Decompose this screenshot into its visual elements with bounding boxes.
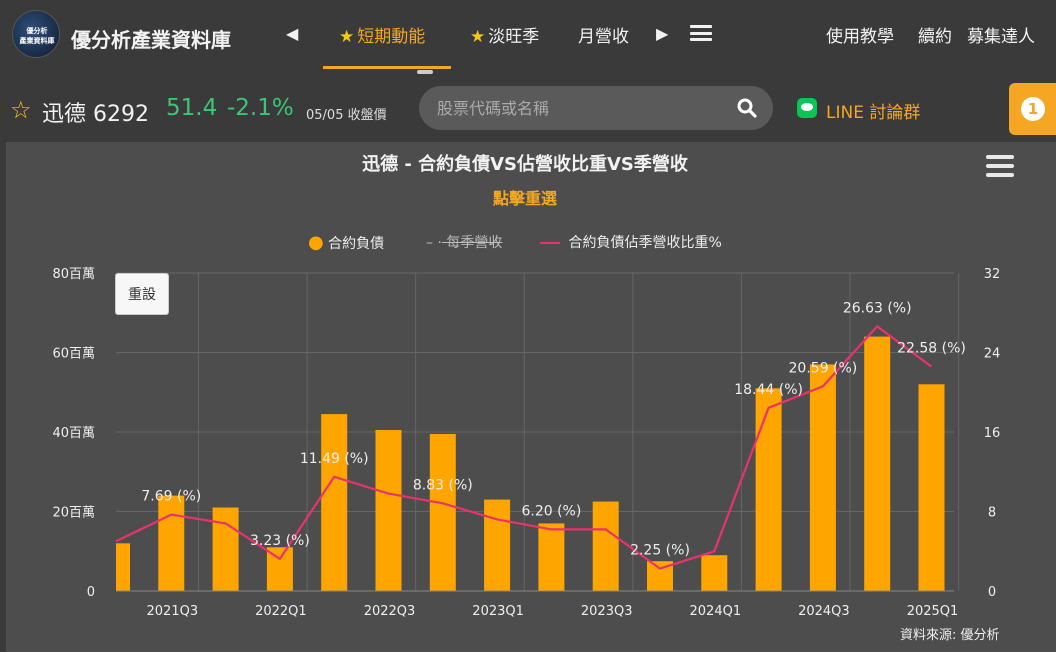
ratio-series-line: [115, 325, 933, 570]
stock-info-bar: ☆ 迅德 6292 51.4 -2.1% 05/05 收盤價 LINE 討論群 …: [0, 80, 1056, 140]
bar: [484, 499, 511, 591]
recruit-link[interactable]: 募集達人: [967, 27, 1035, 47]
data-label: 7.69 (%): [141, 489, 201, 505]
legend-label: 合約負債佔季營收比重%: [568, 235, 722, 251]
y-right-tick-label: 16: [984, 426, 1001, 441]
data-label: 20.59 (%): [789, 360, 858, 376]
drag-handle[interactable]: [417, 70, 433, 74]
legend-dot-icon: ●: [308, 232, 324, 253]
data-label: 22.58 (%): [897, 341, 966, 357]
tab-label: 月營收: [578, 27, 629, 47]
bar: [375, 430, 402, 591]
logo-text-line1: 優分析: [26, 27, 48, 35]
nav-next-arrow-icon[interactable]: ▶: [656, 24, 669, 43]
x-tick-label: 2024Q1: [690, 604, 742, 619]
bar: [321, 414, 348, 591]
legend-item-contract-liabilities[interactable]: ● 合約負債: [308, 232, 384, 253]
y-right-tick-label: 24: [984, 347, 1001, 362]
bar: [538, 523, 565, 591]
y-left-tick-label: 60百萬: [52, 347, 95, 362]
tab-seasonality[interactable]: ★ 淡旺季: [470, 22, 539, 47]
legend-dash-icon: – ·: [426, 235, 442, 251]
tutorial-link[interactable]: 使用教學: [826, 27, 894, 47]
x-tick-label: 2023Q1: [472, 604, 524, 619]
bar: [701, 555, 728, 591]
bar: [116, 543, 130, 591]
reset-zoom-button[interactable]: 重設: [115, 273, 169, 315]
bar: [755, 388, 782, 591]
bar: [864, 336, 891, 591]
bar: [592, 501, 619, 591]
data-label: 26.63 (%): [843, 300, 912, 316]
y-left-tick-label: 0: [87, 585, 95, 600]
chart-subtitle-reselect[interactable]: 點擊重選: [492, 189, 557, 208]
site-logo[interactable]: 優分析 產業資料庫: [12, 10, 60, 58]
active-tab-indicator: [323, 66, 451, 69]
x-tick-label: 2025Q1: [907, 604, 959, 619]
line-discussion-link[interactable]: LINE 討論群: [826, 103, 921, 123]
logo-text-line2: 產業資料庫: [19, 37, 55, 45]
x-tick-label: 2024Q3: [798, 604, 850, 619]
star-icon: ★: [470, 27, 486, 47]
chart-menu-icon[interactable]: [984, 155, 1016, 183]
bar: [429, 433, 456, 591]
close-date: 05/05 收盤價: [306, 108, 387, 123]
renew-link[interactable]: 續約: [918, 27, 952, 47]
legend-label: 合約負債: [328, 236, 385, 252]
bar: [212, 507, 239, 591]
y-left-tick-label: 20百萬: [52, 506, 95, 521]
star-icon: ★: [339, 27, 355, 47]
legend-line-icon: [540, 242, 560, 244]
menu-icon[interactable]: [690, 25, 712, 41]
bar: [918, 384, 945, 591]
tab-label: 短期動能: [357, 27, 426, 47]
chart-panel: 迅德 - 合約負債VS佔營收比重VS季營收 點擊重選 ● 合約負債 – · 每季…: [6, 142, 1056, 652]
chart-plot[interactable]: 0 20百萬 40百萬 60百萬 80百萬 0 8 16 24 32 2021Q3 2022Q1 202…: [6, 142, 1056, 622]
x-tick-label: 2021Q3: [147, 604, 199, 619]
search-input[interactable]: [437, 96, 727, 120]
x-tick-label: 2022Q3: [364, 604, 416, 619]
data-label: 18.44 (%): [734, 382, 803, 398]
y-right-tick-label: 32: [984, 267, 1001, 282]
bar: [809, 364, 836, 591]
y-right-tick-label: 0: [988, 585, 996, 600]
tab-monthly-revenue[interactable]: 月營收: [578, 22, 629, 47]
tab-label: 淡旺季: [488, 27, 540, 47]
site-title[interactable]: 優分析產業資料庫: [71, 28, 231, 52]
y-left-tick-label: 40百萬: [52, 426, 95, 441]
search-icon[interactable]: [737, 98, 757, 118]
stock-change: -2.1%: [227, 95, 294, 121]
data-label: 11.49 (%): [300, 451, 369, 467]
tab-short-term-momentum[interactable]: ★ 短期動能: [339, 22, 425, 47]
legend-item-quarterly-revenue[interactable]: – · 每季營收: [426, 232, 502, 252]
chart-title: 迅德 - 合約負債VS佔營收比重VS季營收: [362, 154, 688, 175]
bar: [158, 495, 185, 591]
favorite-star-icon[interactable]: ☆: [10, 96, 32, 124]
stock-price: 51.4: [166, 95, 218, 121]
nav-prev-arrow-icon[interactable]: ◀: [286, 24, 299, 43]
stock-name-code: 迅德 6292: [42, 102, 149, 127]
notification-tab[interactable]: 1: [1009, 83, 1056, 135]
legend-label: 每季營收: [446, 235, 503, 251]
x-tick-label: 2022Q1: [255, 604, 307, 619]
data-label: 6.20 (%): [521, 503, 581, 519]
data-source: 資料來源: 優分析: [900, 628, 1000, 643]
y-left-tick-label: 80百萬: [52, 267, 95, 282]
bar: [266, 547, 293, 591]
data-label: 8.83 (%): [413, 477, 473, 493]
notification-count: 1: [1021, 97, 1045, 121]
data-label: 2.25 (%): [630, 543, 690, 559]
legend-item-ratio[interactable]: 合約負債佔季營收比重%: [540, 232, 722, 252]
data-label: 3.23 (%): [250, 533, 310, 549]
search-box: [419, 86, 773, 130]
x-tick-label: 2023Q3: [581, 604, 633, 619]
top-navbar: 優分析 產業資料庫 優分析產業資料庫 ◀ ★ 短期動能 ★ 淡旺季 月營收 ▶ 使用…: [0, 0, 1056, 74]
line-app-icon[interactable]: [797, 98, 817, 118]
y-right-tick-label: 8: [988, 506, 996, 521]
